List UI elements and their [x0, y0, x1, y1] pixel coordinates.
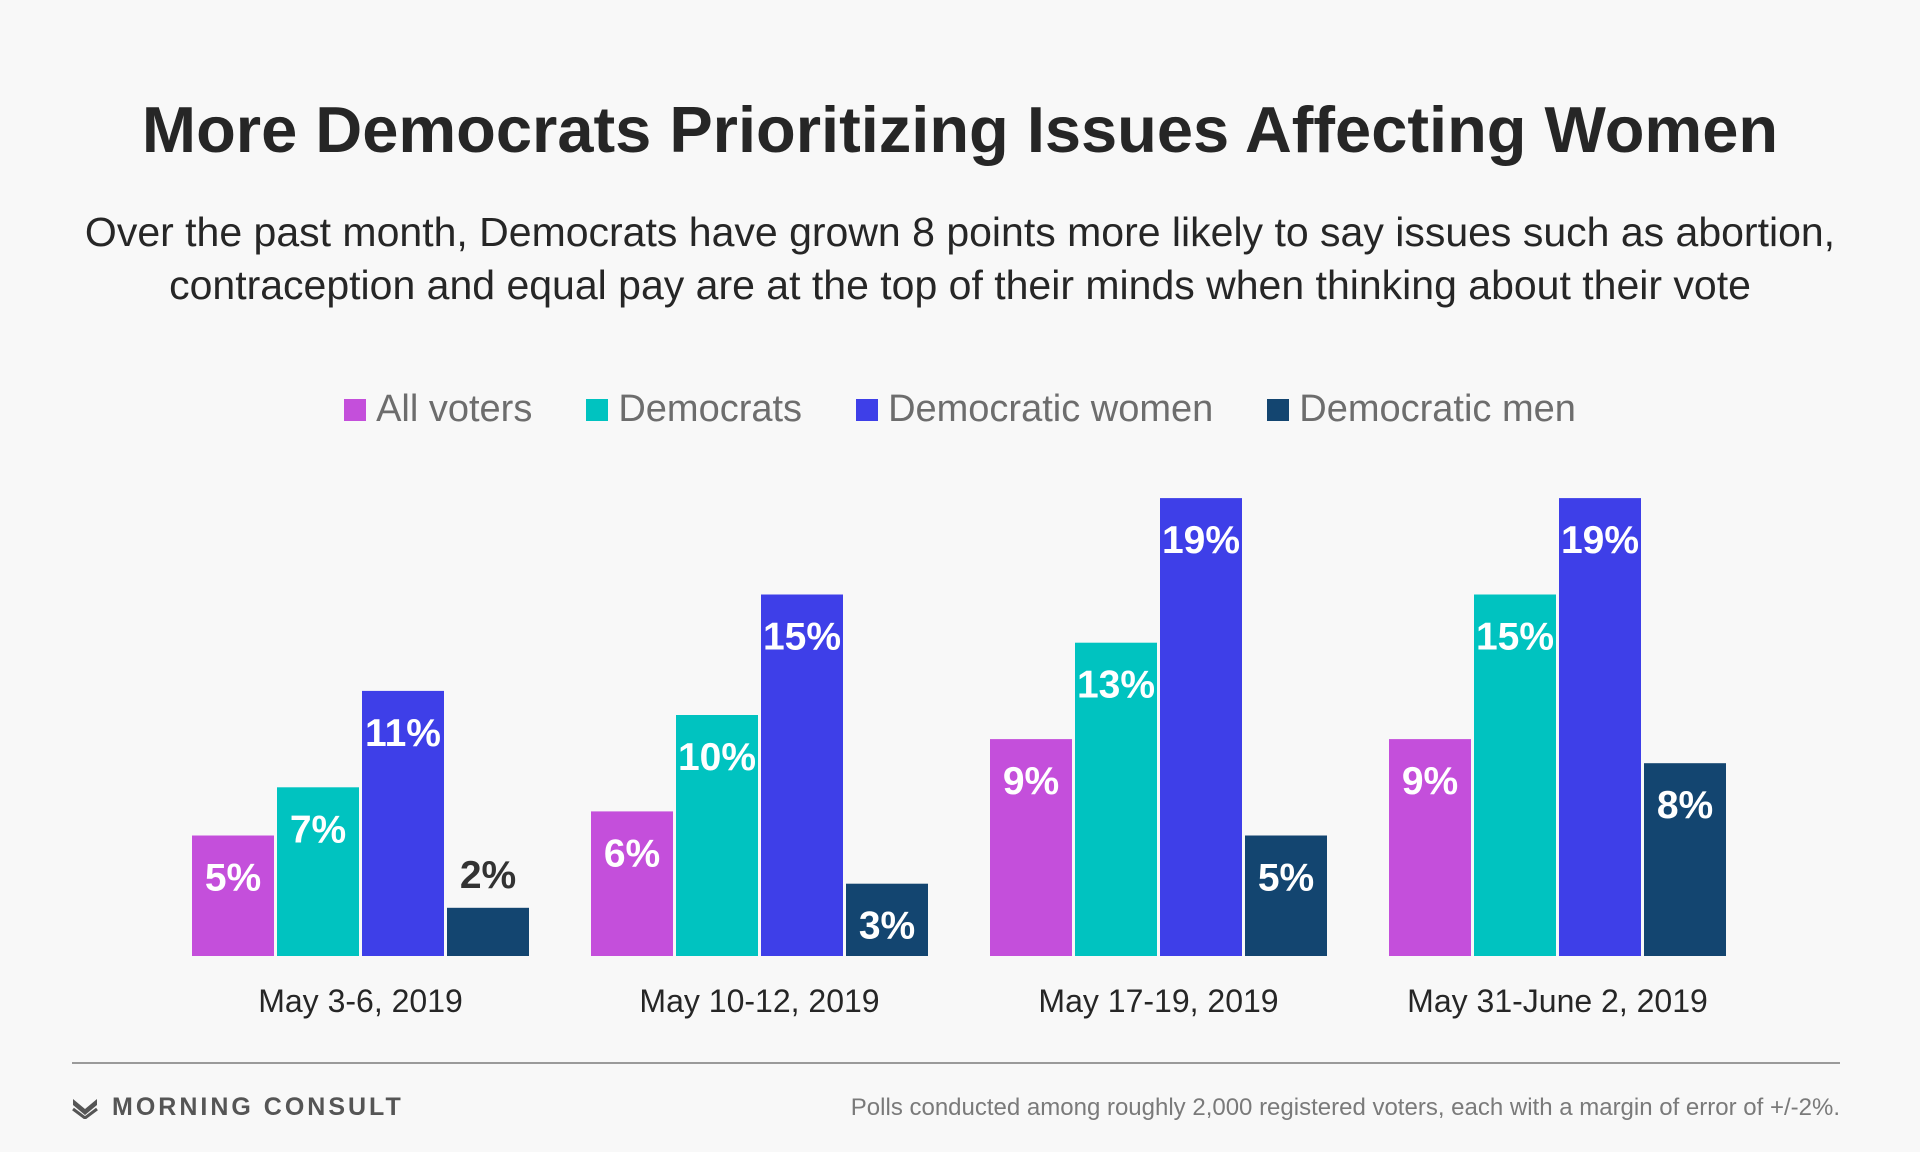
- brand-name: MORNING CONSULT: [112, 1093, 404, 1121]
- bar-democratic-women-1: [362, 690, 444, 956]
- legend-item-democratic-women: Democratic women: [856, 388, 1213, 431]
- bar-democrats-2: [676, 715, 758, 956]
- legend-item-democratic-men: Democratic men: [1267, 388, 1576, 431]
- bar-democratic-women-4: [1559, 498, 1641, 956]
- bar-all-voters-4: [1389, 739, 1471, 956]
- subtitle-line-2: contraception and equal pay are at the t…: [169, 262, 1751, 308]
- category-label-3: May 17-19, 2019: [1038, 983, 1278, 1019]
- bar-democratic-women-3: [1160, 498, 1242, 956]
- bar-democratic-women-2: [761, 594, 843, 956]
- data-label-democrats-4: 15%: [1476, 616, 1554, 659]
- chart-subtitle: Over the past month, Democrats have grow…: [0, 206, 1920, 312]
- data-label-democratic-men-4: 8%: [1657, 784, 1713, 827]
- data-label-all-voters-4: 9%: [1402, 760, 1458, 803]
- category-label-2: May 10-12, 2019: [639, 983, 879, 1019]
- legend-label-democrats: Democrats: [618, 388, 803, 430]
- data-label-democratic-men-1: 2%: [460, 854, 516, 897]
- legend-swatch-all-voters: [344, 398, 367, 421]
- legend-label-democratic-men: Democratic men: [1299, 388, 1576, 430]
- legend-label-all-voters: All voters: [376, 388, 533, 430]
- legend-swatch-democrats: [586, 398, 609, 421]
- data-label-democrats-1: 7%: [290, 808, 346, 851]
- chart-title: More Democrats Prioritizing Issues Affec…: [141, 93, 1779, 166]
- data-label-democratic-women-2: 15%: [763, 616, 841, 659]
- legend-label-democratic-women: Democratic women: [888, 388, 1214, 430]
- bar-all-voters-3: [990, 739, 1072, 956]
- data-label-democratic-women-4: 19%: [1561, 519, 1639, 562]
- brand-logo: MORNING CONSULT: [72, 1093, 404, 1122]
- legend-swatch-democratic-women: [856, 398, 879, 421]
- data-label-democrats-3: 13%: [1077, 664, 1155, 707]
- data-label-democratic-women-3: 19%: [1162, 519, 1240, 562]
- data-label-all-voters-2: 6%: [604, 832, 660, 875]
- data-label-democratic-women-1: 11%: [365, 712, 441, 755]
- bar-democrats-4: [1474, 594, 1556, 956]
- footnote: Polls conducted among roughly 2,000 regi…: [850, 1094, 1840, 1121]
- data-label-democrats-2: 10%: [678, 736, 756, 779]
- legend-swatch-democratic-men: [1267, 398, 1290, 421]
- bar-democratic-men-2: [846, 883, 928, 956]
- bar-democratic-men-4: [1644, 763, 1726, 956]
- subtitle-line-1: Over the past month, Democrats have grow…: [84, 209, 1836, 255]
- data-label-democratic-men-3: 5%: [1258, 857, 1314, 900]
- data-label-democratic-men-2: 3%: [859, 905, 915, 948]
- bar-democratic-men-3: [1245, 835, 1327, 956]
- chart-legend: All voters Democrats Democratic women De…: [0, 388, 1920, 431]
- bar-all-voters-2: [591, 811, 673, 956]
- bar-democrats-1: [277, 787, 359, 956]
- footer-divider: [72, 1062, 1840, 1064]
- bar-democratic-men-1: [447, 907, 529, 956]
- legend-item-all-voters: All voters: [344, 388, 532, 431]
- morning-consult-logo-icon: [72, 1098, 98, 1119]
- bar-all-voters-1: [192, 835, 274, 956]
- data-label-all-voters-1: 5%: [205, 857, 261, 900]
- category-label-1: May 3-6, 2019: [258, 983, 463, 1019]
- bar-democrats-3: [1075, 642, 1157, 956]
- data-label-all-voters-3: 9%: [1003, 760, 1059, 803]
- category-label-4: May 31-June 2, 2019: [1407, 983, 1708, 1019]
- legend-item-democrats: Democrats: [586, 388, 802, 431]
